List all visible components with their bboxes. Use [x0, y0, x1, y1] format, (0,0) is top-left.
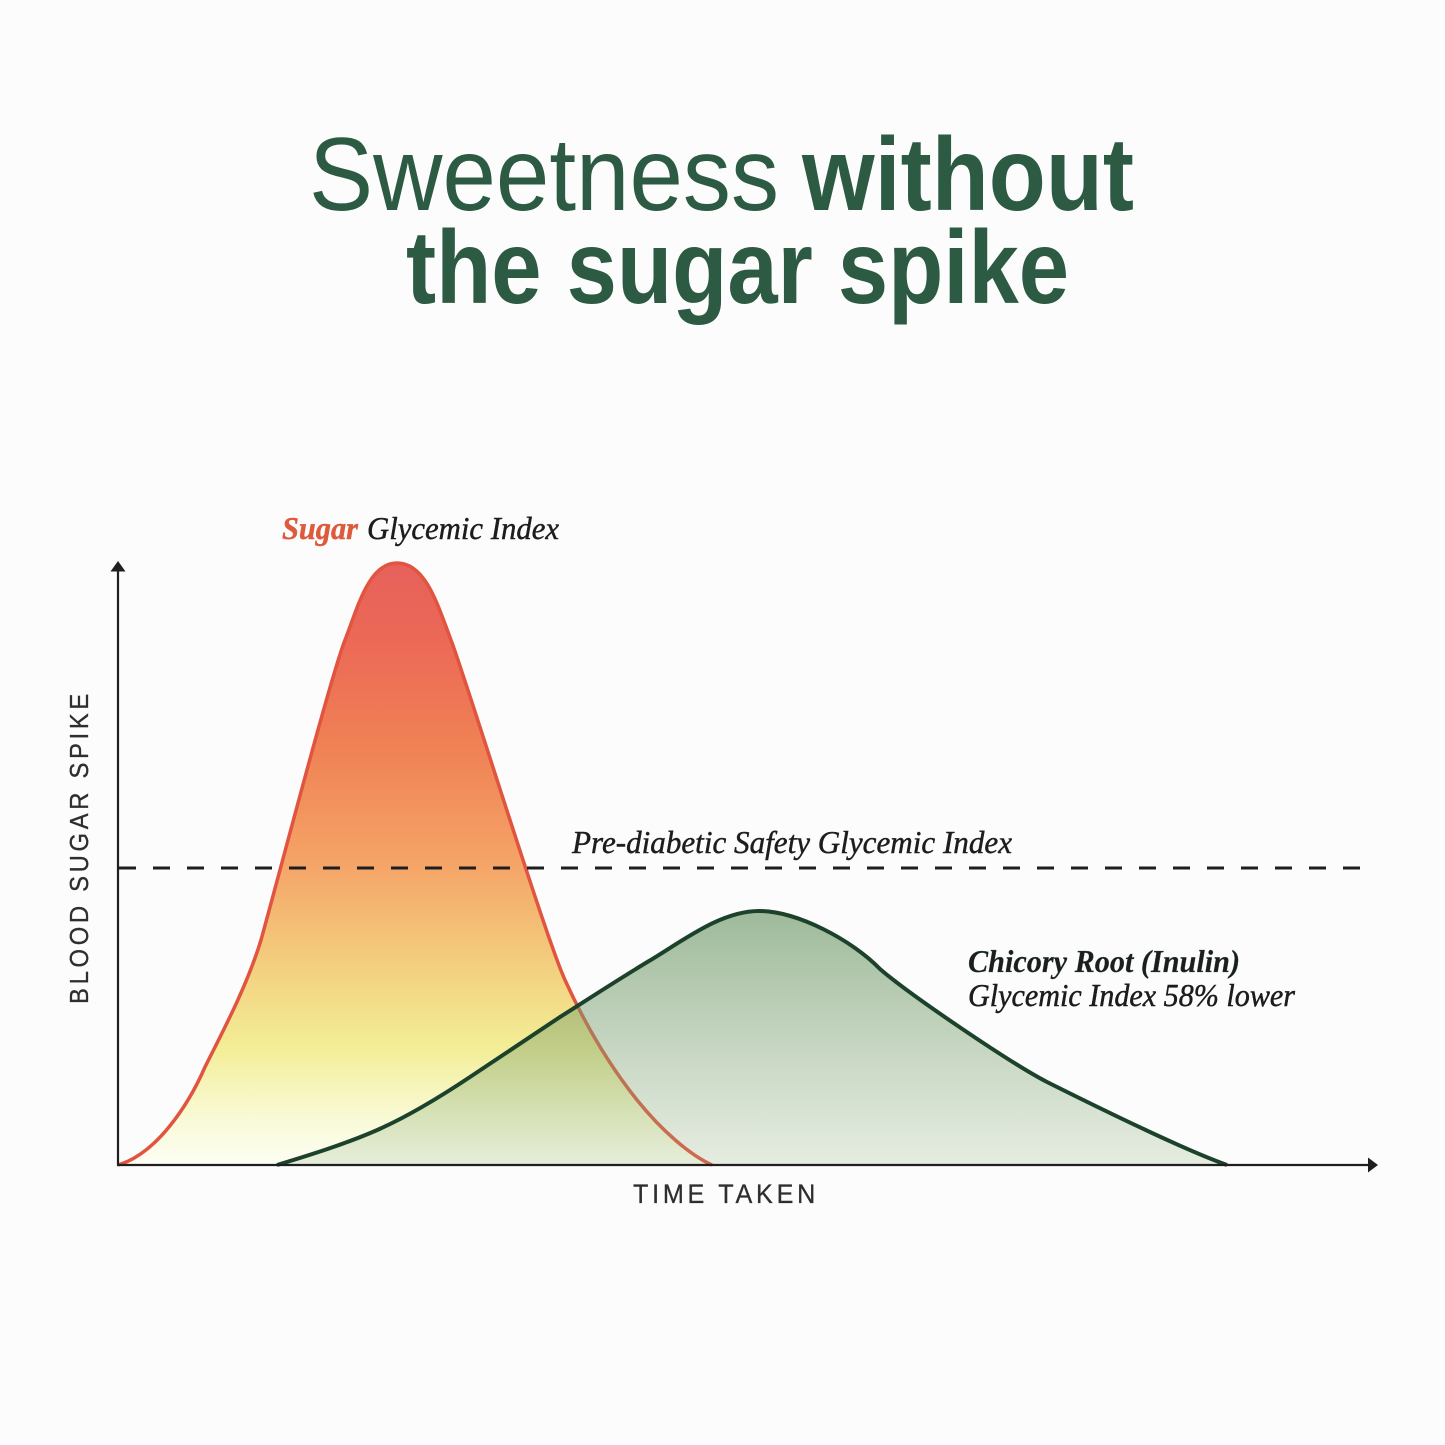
svg-text:the sugar spike: the sugar spike: [406, 210, 1069, 326]
svg-text:without: without: [801, 117, 1134, 233]
svg-text:Pre-diabetic Safety Glycemic I: Pre-diabetic Safety Glycemic Index: [571, 824, 1012, 860]
svg-text:Chicory Root (Inulin): Chicory Root (Inulin): [968, 943, 1240, 979]
svg-text:BLOOD SUGAR SPIKE: BLOOD SUGAR SPIKE: [64, 690, 94, 1004]
svg-text:Sweetness: Sweetness: [309, 117, 779, 233]
svg-text:Glycemic Index 58% lower: Glycemic Index 58% lower: [968, 977, 1296, 1013]
svg-text:TIME TAKEN: TIME TAKEN: [633, 1179, 819, 1209]
